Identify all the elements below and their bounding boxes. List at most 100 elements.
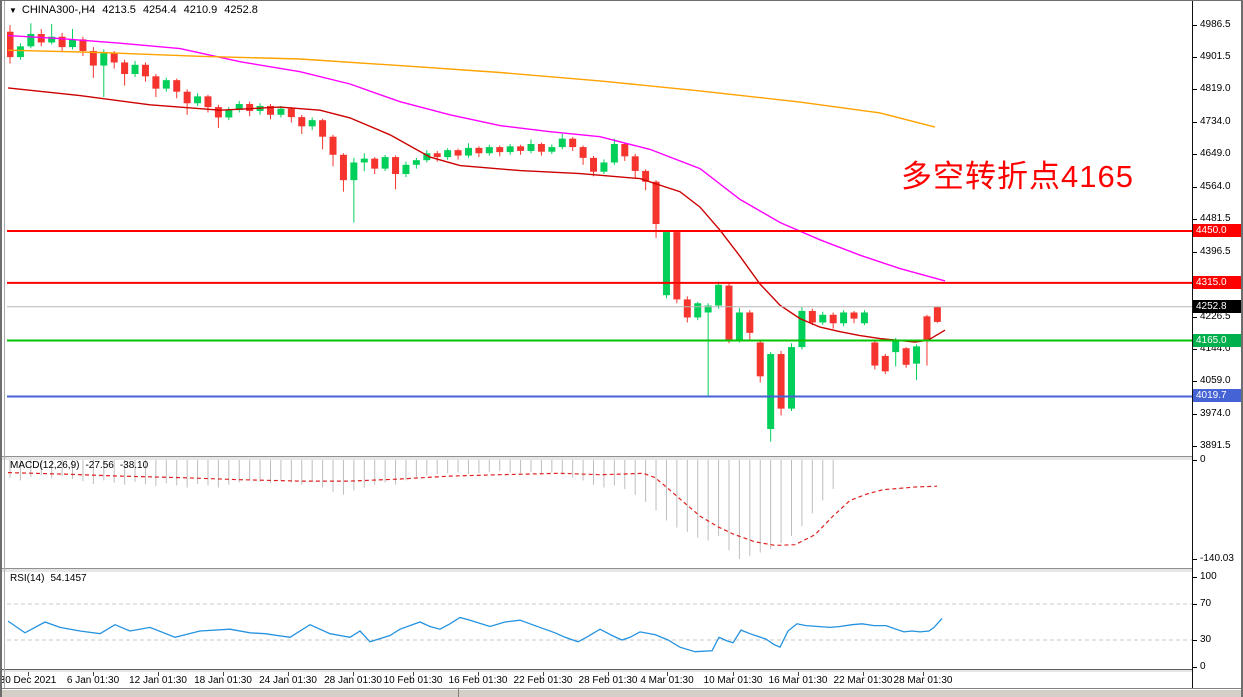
rsi-tick-0-label: 0 <box>1200 661 1206 672</box>
time-label: 22 Feb 01:30 <box>513 675 573 686</box>
price-tick-4059.0-tick <box>1192 381 1197 382</box>
time-tick <box>863 672 864 676</box>
candle-body <box>881 355 889 372</box>
candle-body <box>850 312 858 319</box>
candle-body <box>371 158 379 169</box>
price-panel <box>7 23 1192 442</box>
candle-body <box>735 312 743 341</box>
price-tick-4734.0-tick <box>1192 122 1197 123</box>
ma-medium-line <box>7 34 946 282</box>
time-tick <box>28 672 29 676</box>
candle-body <box>506 146 514 153</box>
candle-body <box>433 153 441 158</box>
price-axis[interactable]: 4986.5 4901.5 4819.0 4734.0 4649.0 4564.0 4481… <box>1192 0 1243 688</box>
price-tick-3891.5-label: 3891.5 <box>1200 440 1231 451</box>
candle-body <box>141 64 149 77</box>
price-tick-4734.0-label: 4734.0 <box>1200 116 1231 127</box>
time-label: 6 Jan 01:30 <box>66 675 120 686</box>
candle-body <box>27 34 35 47</box>
time-label: 22 Mar 01:30 <box>833 675 893 686</box>
candle-body <box>37 34 45 43</box>
time-tick <box>733 672 734 676</box>
candle-body <box>319 120 327 137</box>
price-tick-4986.5-tick <box>1192 25 1197 26</box>
time-label: 30 Dec 2021 <box>0 675 57 686</box>
panel-separator-macd-rsi[interactable] <box>0 568 1243 572</box>
candle-body <box>402 164 410 175</box>
time-tick <box>353 672 354 676</box>
candle-body <box>444 150 452 158</box>
candle-body <box>58 36 66 48</box>
time-label: 10 Mar 01:30 <box>703 675 763 686</box>
time-label: 10 Feb 01:30 <box>383 675 443 686</box>
candle-body <box>7 31 14 58</box>
rsi-line <box>7 616 943 653</box>
candle-body <box>610 144 618 163</box>
candle-body <box>652 181 660 225</box>
time-tick <box>543 672 544 676</box>
rsi-indicator-label: RSI(14) 54.1457 <box>10 573 87 584</box>
time-tick <box>923 672 924 676</box>
candle-body <box>110 53 118 63</box>
time-label: 28 Feb 01:30 <box>578 675 638 686</box>
candle-body <box>694 303 702 318</box>
rsi-name: RSI(14) <box>10 573 45 584</box>
candle-body <box>860 312 868 324</box>
candle-body <box>267 105 274 115</box>
candle-body <box>16 46 24 58</box>
macd-tick--140.03-tick <box>1192 559 1197 560</box>
candle-body <box>496 147 504 153</box>
candle-body <box>162 80 170 89</box>
rsi-value: 54.1457 <box>50 573 87 584</box>
price-tick-4819.0-tick <box>1192 89 1197 90</box>
candle-body <box>923 316 931 341</box>
candle-body <box>235 104 243 110</box>
price-badge-4450.0: 4450.0 <box>1193 224 1242 237</box>
macd-signal-line <box>7 472 938 547</box>
candle-body <box>683 299 691 318</box>
candle-body <box>756 342 764 377</box>
time-tick <box>158 672 159 676</box>
price-tick-4144.0-tick <box>1192 349 1197 350</box>
candle-body <box>277 108 285 115</box>
candle-body <box>308 120 316 127</box>
ohlc-close-value: 4252.8 <box>224 4 258 16</box>
chart-annotation-text[interactable]: 多空转折点4165 <box>901 159 1134 194</box>
candle-body <box>121 62 129 75</box>
terminal-dock-edge <box>458 688 459 697</box>
candle-body <box>621 144 629 157</box>
price-tick-4901.5-tick <box>1192 57 1197 58</box>
candle-body <box>569 138 577 148</box>
price-tick-3974.0-label: 3974.0 <box>1200 408 1231 419</box>
macd-tick-0-tick <box>1192 460 1197 461</box>
rsi-tick-30-label: 30 <box>1200 634 1212 645</box>
time-tick <box>288 672 289 676</box>
terminal-dock-strip[interactable] <box>0 688 1243 697</box>
price-badge-4315.0: 4315.0 <box>1193 276 1242 289</box>
symbol-timeframe-label: CHINA300-,H4 <box>21 4 96 16</box>
rsi-tick-0-tick <box>1192 667 1197 668</box>
candlesticks <box>7 23 941 442</box>
price-tick-4144.0-label: 4144.0 <box>1200 343 1231 354</box>
chevron-down-icon[interactable]: ▼ <box>9 6 17 15</box>
candle-body <box>537 144 545 152</box>
price-tick-4481.5-tick <box>1192 219 1197 220</box>
time-label: 16 Mar 01:30 <box>768 675 828 686</box>
rsi-tick-70-tick <box>1192 604 1197 605</box>
time-tick <box>798 672 799 676</box>
candle-body <box>777 354 785 409</box>
window-left-inner-border <box>4 0 5 688</box>
time-tick <box>478 672 479 676</box>
candle-body <box>902 348 910 365</box>
macd-main-value: -27.56 <box>85 460 114 471</box>
candle-body <box>767 354 775 430</box>
time-axis[interactable]: 30 Dec 2021 6 Jan 01:30 12 Jan 01:30 18 Jan… <box>0 672 1192 688</box>
candle-body <box>662 232 670 296</box>
candle-body <box>350 162 358 181</box>
rsi-tick-100-label: 100 <box>1200 571 1217 582</box>
candle-body <box>464 147 472 156</box>
panel-separator-main-macd[interactable] <box>0 456 1243 460</box>
candle-body <box>423 153 431 161</box>
